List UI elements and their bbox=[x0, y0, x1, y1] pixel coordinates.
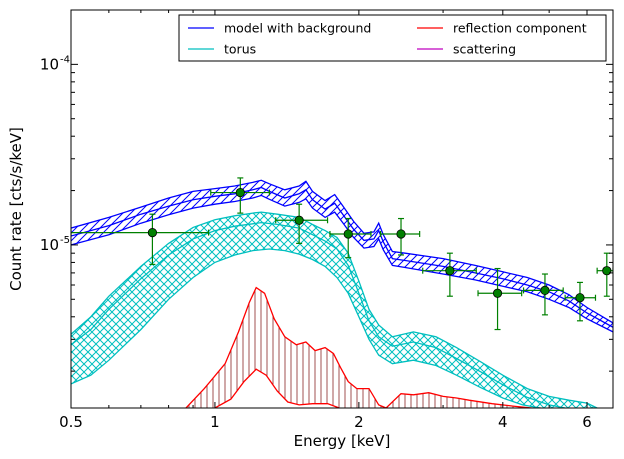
reflection-component-band-fill bbox=[186, 287, 532, 408]
data-point-marker bbox=[492, 288, 503, 298]
model-bands bbox=[71, 179, 613, 408]
x-axis-label: Energy [keV] bbox=[294, 432, 391, 450]
model-with-background-lower-line bbox=[71, 194, 613, 333]
data-point-marker bbox=[235, 187, 245, 198]
torus-upper-line bbox=[71, 211, 598, 408]
legend-label: scattering bbox=[453, 42, 516, 57]
torus-lower-line bbox=[71, 248, 541, 408]
model-with-background-middle-line bbox=[71, 186, 613, 328]
reflection-component-lower-line bbox=[214, 368, 340, 408]
x-tick-label: 2 bbox=[354, 413, 364, 431]
data-point-marker bbox=[294, 215, 304, 225]
y-tick-label: 10 bbox=[40, 55, 59, 73]
plot-frame bbox=[70, 9, 614, 409]
data-point-marker bbox=[445, 266, 455, 276]
legend: model with background torus reflection com… bbox=[178, 14, 607, 62]
reflection-component-upper-line bbox=[185, 286, 532, 408]
x-tick-label: 1 bbox=[210, 413, 220, 431]
y-axis-label: Count rate [cts/s/keV] bbox=[7, 127, 25, 291]
y-tick-exponent: -4 bbox=[60, 54, 70, 65]
data-point-marker bbox=[396, 229, 406, 239]
model-with-background-upper-line bbox=[71, 179, 613, 324]
axis-ticks: 0.5 1 2 4 610-510-4 bbox=[40, 9, 613, 431]
y-tick-label: 10 bbox=[40, 236, 59, 254]
x-tick-label: 6 bbox=[582, 413, 592, 431]
x-tick-label: 4 bbox=[498, 413, 508, 431]
legend-box bbox=[178, 14, 607, 62]
data-point-marker bbox=[147, 228, 158, 238]
data-point-marker bbox=[602, 266, 612, 276]
torus-band-fill bbox=[71, 212, 598, 408]
x-tick-label: 0.5 bbox=[59, 413, 83, 431]
data-point-marker bbox=[540, 285, 550, 295]
model-with-background-band-fill bbox=[71, 180, 613, 332]
legend-label: reflection component bbox=[453, 21, 587, 36]
torus-inner-line bbox=[71, 221, 566, 408]
legend-label: torus bbox=[224, 42, 256, 57]
data-point-marker bbox=[343, 229, 353, 239]
data-points bbox=[71, 177, 613, 331]
y-tick-exponent: -5 bbox=[60, 235, 70, 246]
legend-label: model with background bbox=[224, 21, 371, 36]
data-point-marker bbox=[575, 293, 585, 303]
